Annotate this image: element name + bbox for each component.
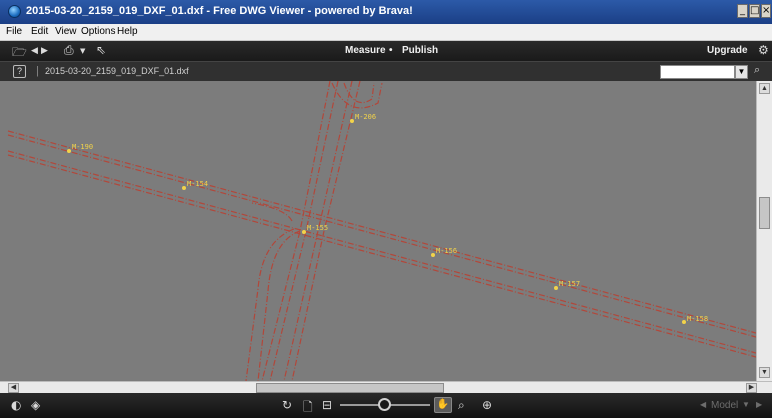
road-line — [291, 81, 361, 381]
drawing-canvas[interactable]: M-190 M-154 M-206 M-155 M-156 M-157 M-15… — [0, 81, 772, 381]
marker-label-m157: M-157 — [559, 280, 580, 288]
marker-point-m158 — [682, 320, 686, 324]
rotate-icon[interactable]: ↻ — [282, 398, 293, 412]
menu-help[interactable]: Help — [117, 26, 138, 37]
marker-label-m206: M-206 — [355, 113, 376, 121]
layers-icon[interactable]: ◈ — [31, 398, 41, 412]
marker-point-m190 — [67, 149, 71, 153]
contrast-icon[interactable]: ◐ — [11, 398, 22, 412]
marker-point-m155 — [302, 230, 306, 234]
model-tab[interactable]: Model — [711, 400, 739, 411]
road-curve — [245, 228, 295, 381]
marker-label-m155: M-155 — [307, 224, 328, 232]
marker-label-m156: M-156 — [436, 247, 457, 255]
marker-point-m206 — [350, 119, 354, 123]
print-dropdown-icon[interactable]: ▼ — [80, 47, 86, 55]
document-name: 2015-03-20_2159_019_DXF_01.dxf — [45, 66, 189, 76]
marker-label-m154: M-154 — [187, 180, 208, 188]
zoom-window-icon[interactable]: ⌕ — [458, 398, 465, 412]
print-icon[interactable]: ⎙ — [64, 43, 74, 57]
status-bar: ◐ ◈ ↻ 🗋 ⊟ ✋ ⌕ ⊕ ◀ Model ▼ ▶ — [0, 393, 772, 418]
scroll-up-icon[interactable]: ▲ — [759, 83, 770, 94]
horizontal-scrollbar[interactable]: ◀ ▶ — [0, 381, 772, 393]
model-next-icon[interactable]: ▶ — [756, 400, 763, 409]
publish-button[interactable]: Publish — [402, 45, 439, 56]
docbar-separator: | — [36, 65, 39, 77]
scroll-down-icon[interactable]: ▼ — [759, 367, 770, 378]
app-logo-icon — [8, 5, 21, 18]
document-bar: ? | 2015-03-20_2159_019_DXF_01.dxf ▼ ⌕ — [0, 61, 772, 81]
zoom-icon[interactable]: ⊕ — [482, 398, 493, 412]
main-toolbar: 🗁 ◀ ▶ ⎙ ▼ ⇖ Measure • Publish Upgrade ⚙ — [0, 41, 772, 61]
upgrade-button[interactable]: Upgrade — [707, 45, 748, 56]
model-prev-icon[interactable]: ◀ — [700, 400, 707, 409]
road-curve — [257, 230, 301, 381]
fit-width-icon[interactable]: ⊟ — [322, 398, 333, 412]
road-line — [7, 154, 756, 358]
pan-hand-icon[interactable]: ✋ — [434, 397, 452, 413]
road-curve — [343, 82, 375, 104]
road-line — [7, 130, 756, 334]
marker-label-m190: M-190 — [72, 143, 93, 151]
title-bar: 2015-03-20_2159_019_DXF_01.dxf - Free DW… — [0, 0, 772, 24]
search-input[interactable] — [660, 65, 735, 79]
road-line — [7, 150, 756, 354]
road-curve — [251, 202, 293, 222]
menu-view[interactable]: View — [55, 26, 77, 37]
forward-icon[interactable]: ▶ — [41, 46, 48, 56]
road-line — [261, 81, 331, 381]
marker-label-m158: M-158 — [687, 315, 708, 323]
toolbar-separator: • — [389, 45, 393, 56]
close-button[interactable]: × — [761, 4, 771, 18]
page-icon[interactable]: 🗋 — [303, 400, 313, 414]
window-title: 2015-03-20_2159_019_DXF_01.dxf - Free DW… — [26, 5, 413, 17]
select-cursor-icon[interactable]: ⇖ — [96, 43, 107, 57]
marker-point-m154 — [182, 186, 186, 190]
road-line — [269, 81, 339, 381]
scroll-left-icon[interactable]: ◀ — [8, 383, 19, 393]
settings-icon[interactable]: ⚙ — [758, 43, 769, 57]
menu-edit[interactable]: Edit — [31, 26, 49, 37]
dxf-drawing: M-190 M-154 M-206 M-155 M-156 M-157 M-15… — [7, 81, 756, 381]
search-icon[interactable]: ⌕ — [754, 64, 761, 76]
zoom-slider-knob[interactable] — [378, 398, 391, 411]
folder-open-icon[interactable]: 🗁 — [12, 45, 27, 59]
measure-button[interactable]: Measure — [345, 45, 386, 56]
help-button[interactable]: ? — [13, 65, 26, 78]
road-line — [283, 81, 353, 381]
marker-point-m156 — [431, 253, 435, 257]
menu-bar: File Edit View Options Help — [0, 24, 772, 41]
back-icon[interactable]: ◀ — [31, 46, 38, 56]
search-dropdown-icon[interactable]: ▼ — [735, 65, 748, 79]
menu-file[interactable]: File — [6, 26, 23, 37]
horizontal-scroll-thumb[interactable] — [256, 383, 444, 393]
scroll-right-icon[interactable]: ▶ — [746, 383, 757, 393]
menu-options[interactable]: Options — [81, 26, 116, 37]
road-line — [7, 134, 756, 338]
vertical-scroll-thumb[interactable] — [759, 197, 770, 229]
vertical-scrollbar[interactable]: ▲ ▼ — [756, 81, 772, 381]
minimize-button[interactable]: _ — [737, 4, 748, 18]
road-curve — [331, 82, 383, 109]
maximize-button[interactable]: □ — [749, 4, 760, 18]
marker-point-m157 — [554, 286, 558, 290]
model-dropdown-icon[interactable]: ▼ — [742, 400, 750, 409]
